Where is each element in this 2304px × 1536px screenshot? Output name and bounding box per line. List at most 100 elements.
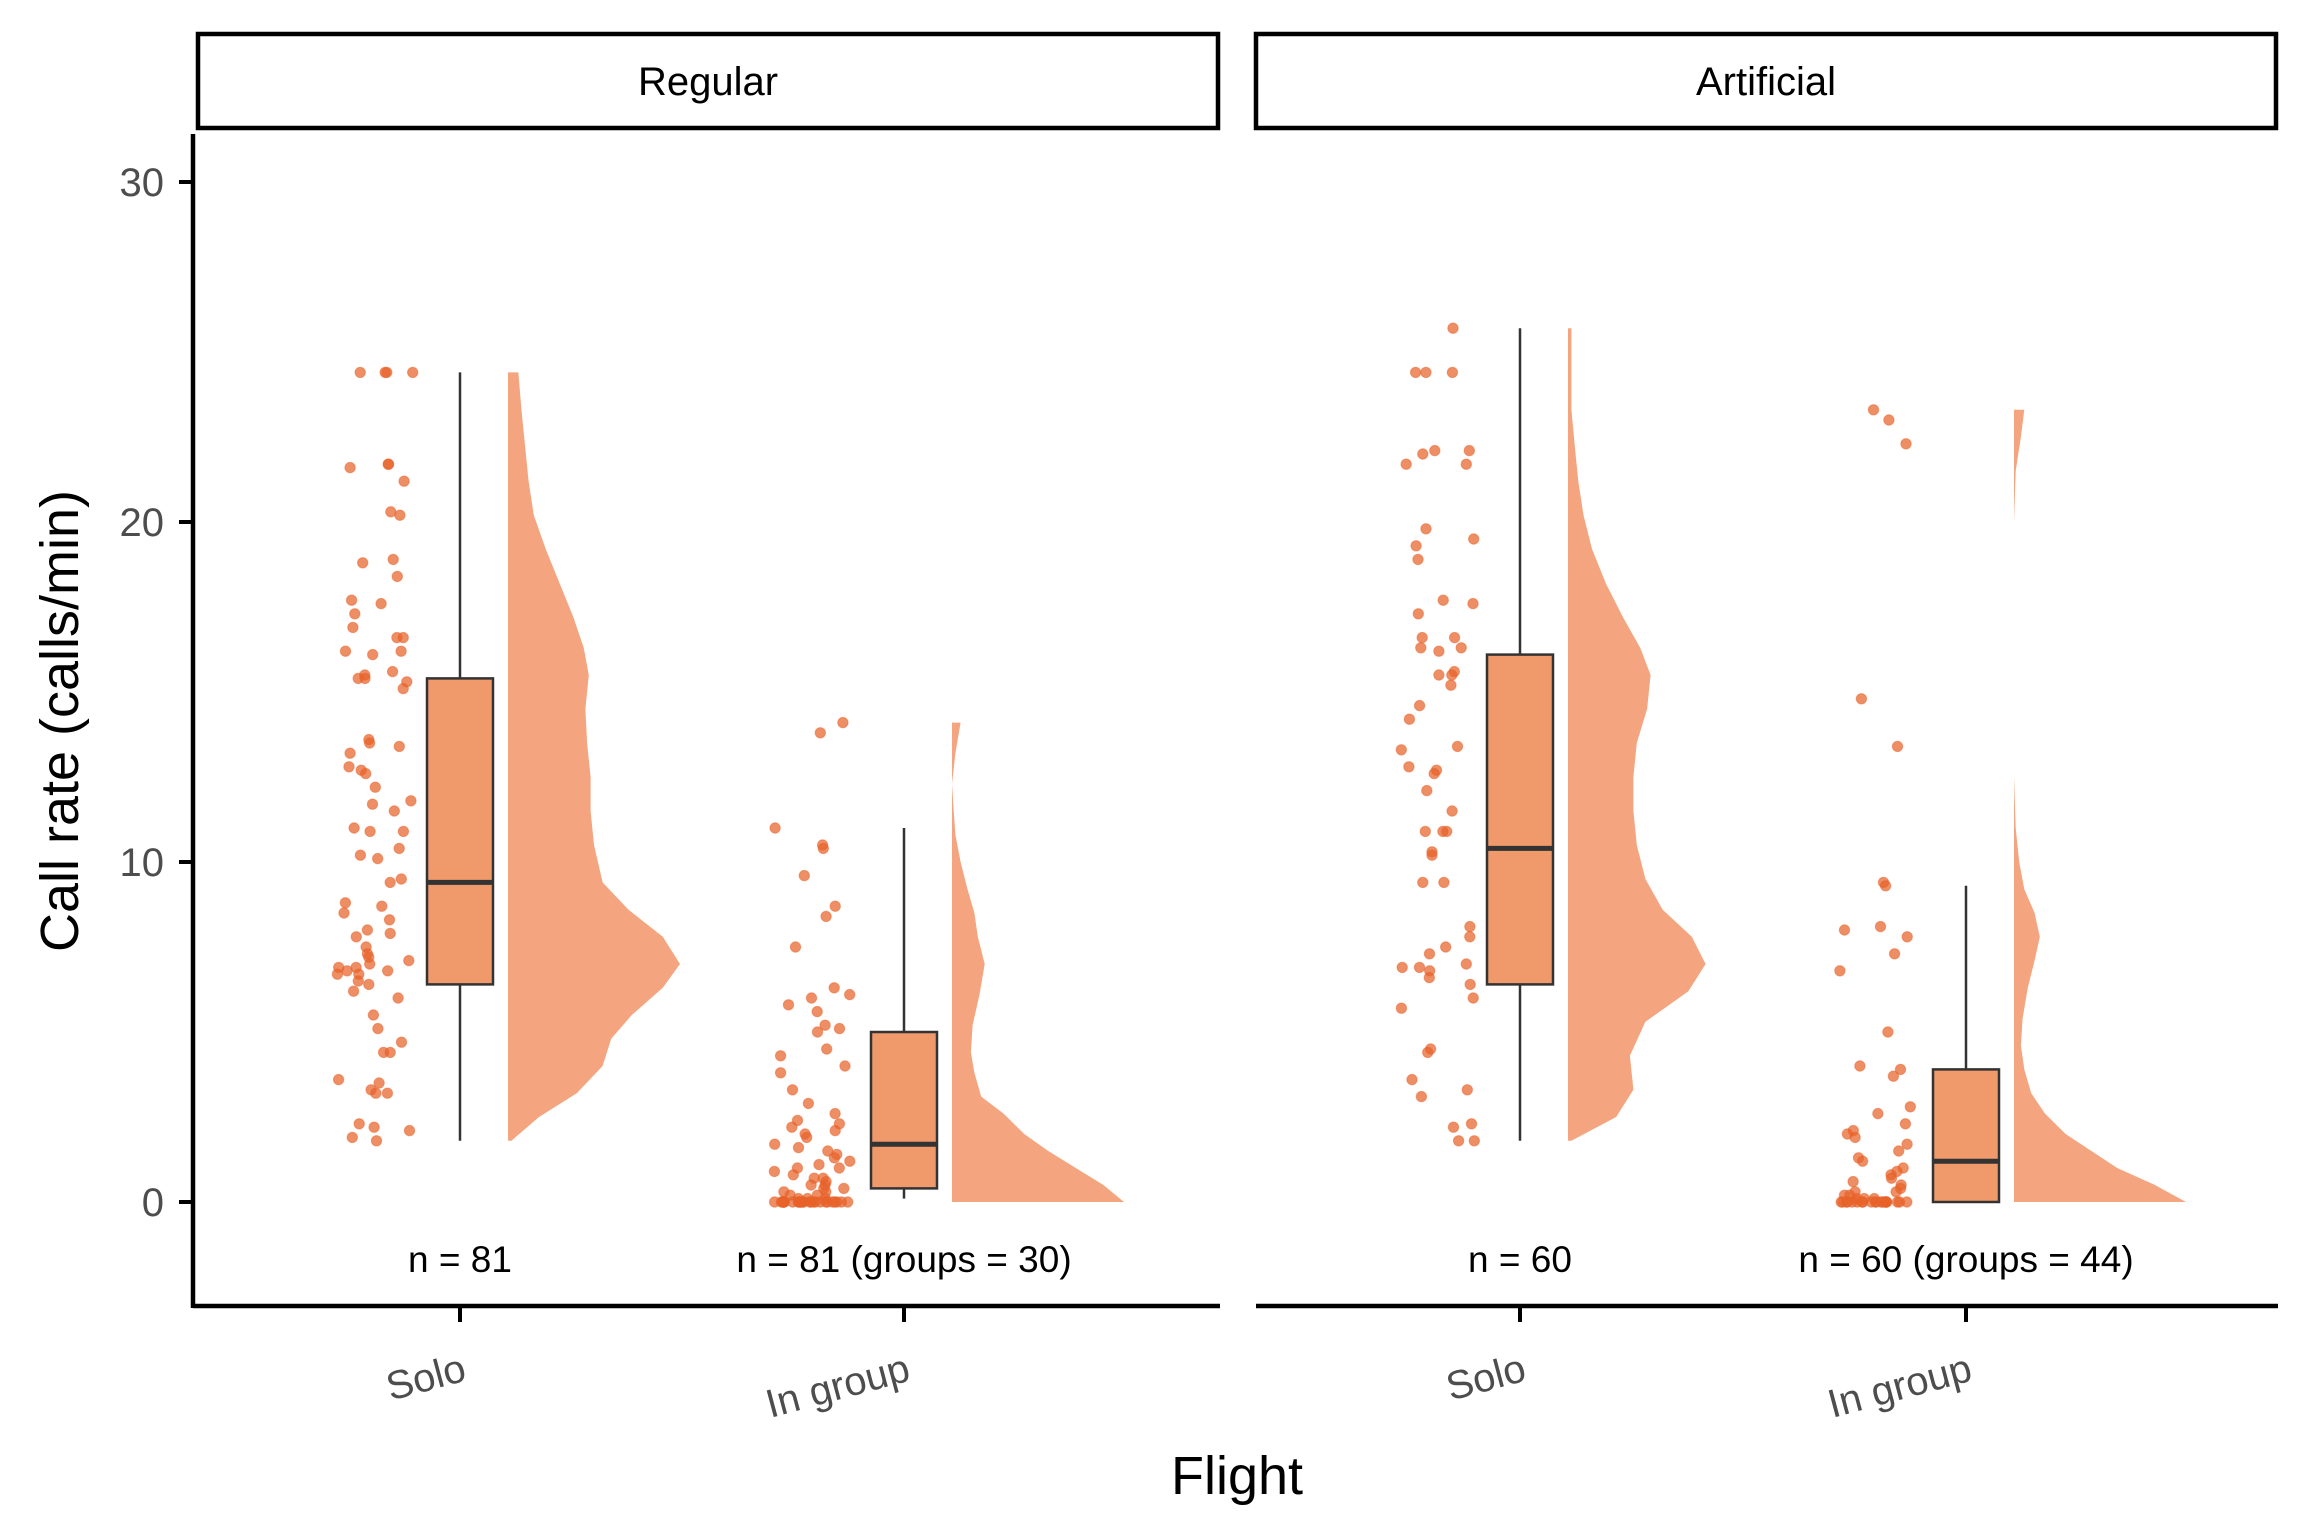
regular-solo-point [403,1124,416,1137]
artificial-solo-point [1429,444,1441,457]
artificial-solo-point [1412,608,1425,620]
regular-in-group-point [820,910,832,923]
regular-solo-point [364,825,376,838]
artificial-solo-box [1485,653,1555,986]
artificial-solo-point [1438,876,1450,889]
y-tick-label-0: 0 [142,1181,164,1225]
artificial-in-group-point [1876,1196,1889,1208]
artificial-solo-point [1406,1073,1418,1086]
regular-in-group-point [774,1050,787,1062]
regular-in-group-point [792,1141,805,1154]
regular-solo-point [379,366,391,379]
regular-solo-point [346,1131,358,1144]
artificial-in-group-point [1872,1107,1884,1120]
artificial-solo-point [1446,805,1458,817]
regular-in-group-point [805,992,818,1004]
regular-solo-point [383,914,396,926]
regular-in-group-point [787,1169,799,1181]
artificial-solo-point [1415,642,1427,654]
regular-in-group-point [819,1019,831,1031]
regular-in-group-point [828,1152,841,1164]
regular-in-group-point [813,1158,825,1171]
artificial-solo-point [1423,971,1436,984]
regular-solo-point [392,992,404,1004]
artificial-solo-point [1445,679,1457,691]
regular-solo-point [353,1118,365,1130]
regular-solo-point [344,461,356,474]
regular-in-group-point [769,822,781,834]
regular-solo-point [405,795,417,807]
regular-solo-points [331,366,419,1147]
artificial-solo-point [1409,366,1422,379]
artificial-solo-points [1395,322,1481,1147]
regular-solo-point [372,852,384,865]
artificial-solo-point [1447,1121,1460,1133]
regular-solo-point [359,672,371,685]
regular-solo-point [386,665,399,678]
artificial-in-group-point [1904,1101,1917,1113]
artificial-solo-point [1446,366,1459,379]
regular-solo-point [361,924,374,936]
artificial-solo-n-label: n = 60 [1468,1239,1572,1280]
artificial-solo-point [1395,1002,1408,1014]
regular-solo-point [364,958,376,970]
artificial-solo-point [1455,642,1467,654]
regular-in-group-point [801,1131,813,1144]
regular-in-group-point [833,1162,845,1174]
facet-strip-regular: Regular [195,31,1221,131]
regular-solo-point [363,737,376,749]
regular-in-group-point [838,1182,850,1195]
regular-in-group-point [814,1196,826,1208]
regular-in-group-n-label: n = 81 (groups = 30) [736,1239,1071,1280]
regular-solo-point [395,645,407,657]
regular-in-group-point [789,941,802,953]
regular-solo-point [366,798,379,810]
artificial-solo-point [1426,849,1438,861]
artificial-in-group-point [1834,965,1846,977]
regular-solo-point [373,1077,385,1089]
regular-solo-point [363,978,375,991]
regular-in-group-point [844,988,856,1001]
regular-solo-point [344,747,356,759]
regular-solo-point [348,822,360,834]
artificial-in-group-point [1856,1196,1869,1208]
artificial-solo-point [1419,825,1432,838]
regular-solo-point [384,1046,396,1059]
artificial-solo-point [1413,699,1426,712]
artificial-in-group-point [1849,1131,1861,1144]
artificial-in-group-point [1885,1172,1898,1184]
artificial-solo-point [1403,761,1415,773]
artificial-in-group-point [1856,1155,1869,1167]
regular-solo-point [339,645,352,657]
artificial-in-group-point [1854,1060,1866,1072]
regular-solo-point [352,975,364,987]
regular-solo-point [354,849,367,861]
regular-solo-point [368,1121,380,1133]
regular-in-group-point [774,1067,787,1079]
artificial-in-group-point [1879,880,1892,892]
artificial-solo-point [1420,523,1432,535]
facet-strip-artificial: Artificial [1253,31,2279,131]
regular-in-group-point [797,1196,810,1208]
regular-in-group-point [839,1060,851,1072]
regular-solo-point [347,621,359,634]
artificial-in-group-point [1893,1145,1905,1157]
regular-in-group-point [768,1165,781,1178]
regular-solo-point [370,1135,383,1147]
artificial-solo-point [1464,978,1476,991]
regular-solo-point [332,1073,345,1086]
y-tick-label-10: 10 [120,841,165,885]
regular-solo-point [345,594,358,606]
regular-solo-point [398,475,410,487]
artificial-solo-point [1464,920,1476,933]
artificial-in-group-point [1901,931,1913,943]
artificial-in-group-point [1888,948,1901,960]
regular-in-group-point [817,842,829,855]
regular-solo-point [391,570,403,583]
artificial-solo-point [1412,553,1424,566]
regular-in-group-point [814,727,826,739]
artificial-solo-point [1468,1135,1481,1147]
regular-solo-point [338,907,350,919]
regular-in-group-density [952,722,1124,1202]
regular-solo-point [349,608,361,620]
